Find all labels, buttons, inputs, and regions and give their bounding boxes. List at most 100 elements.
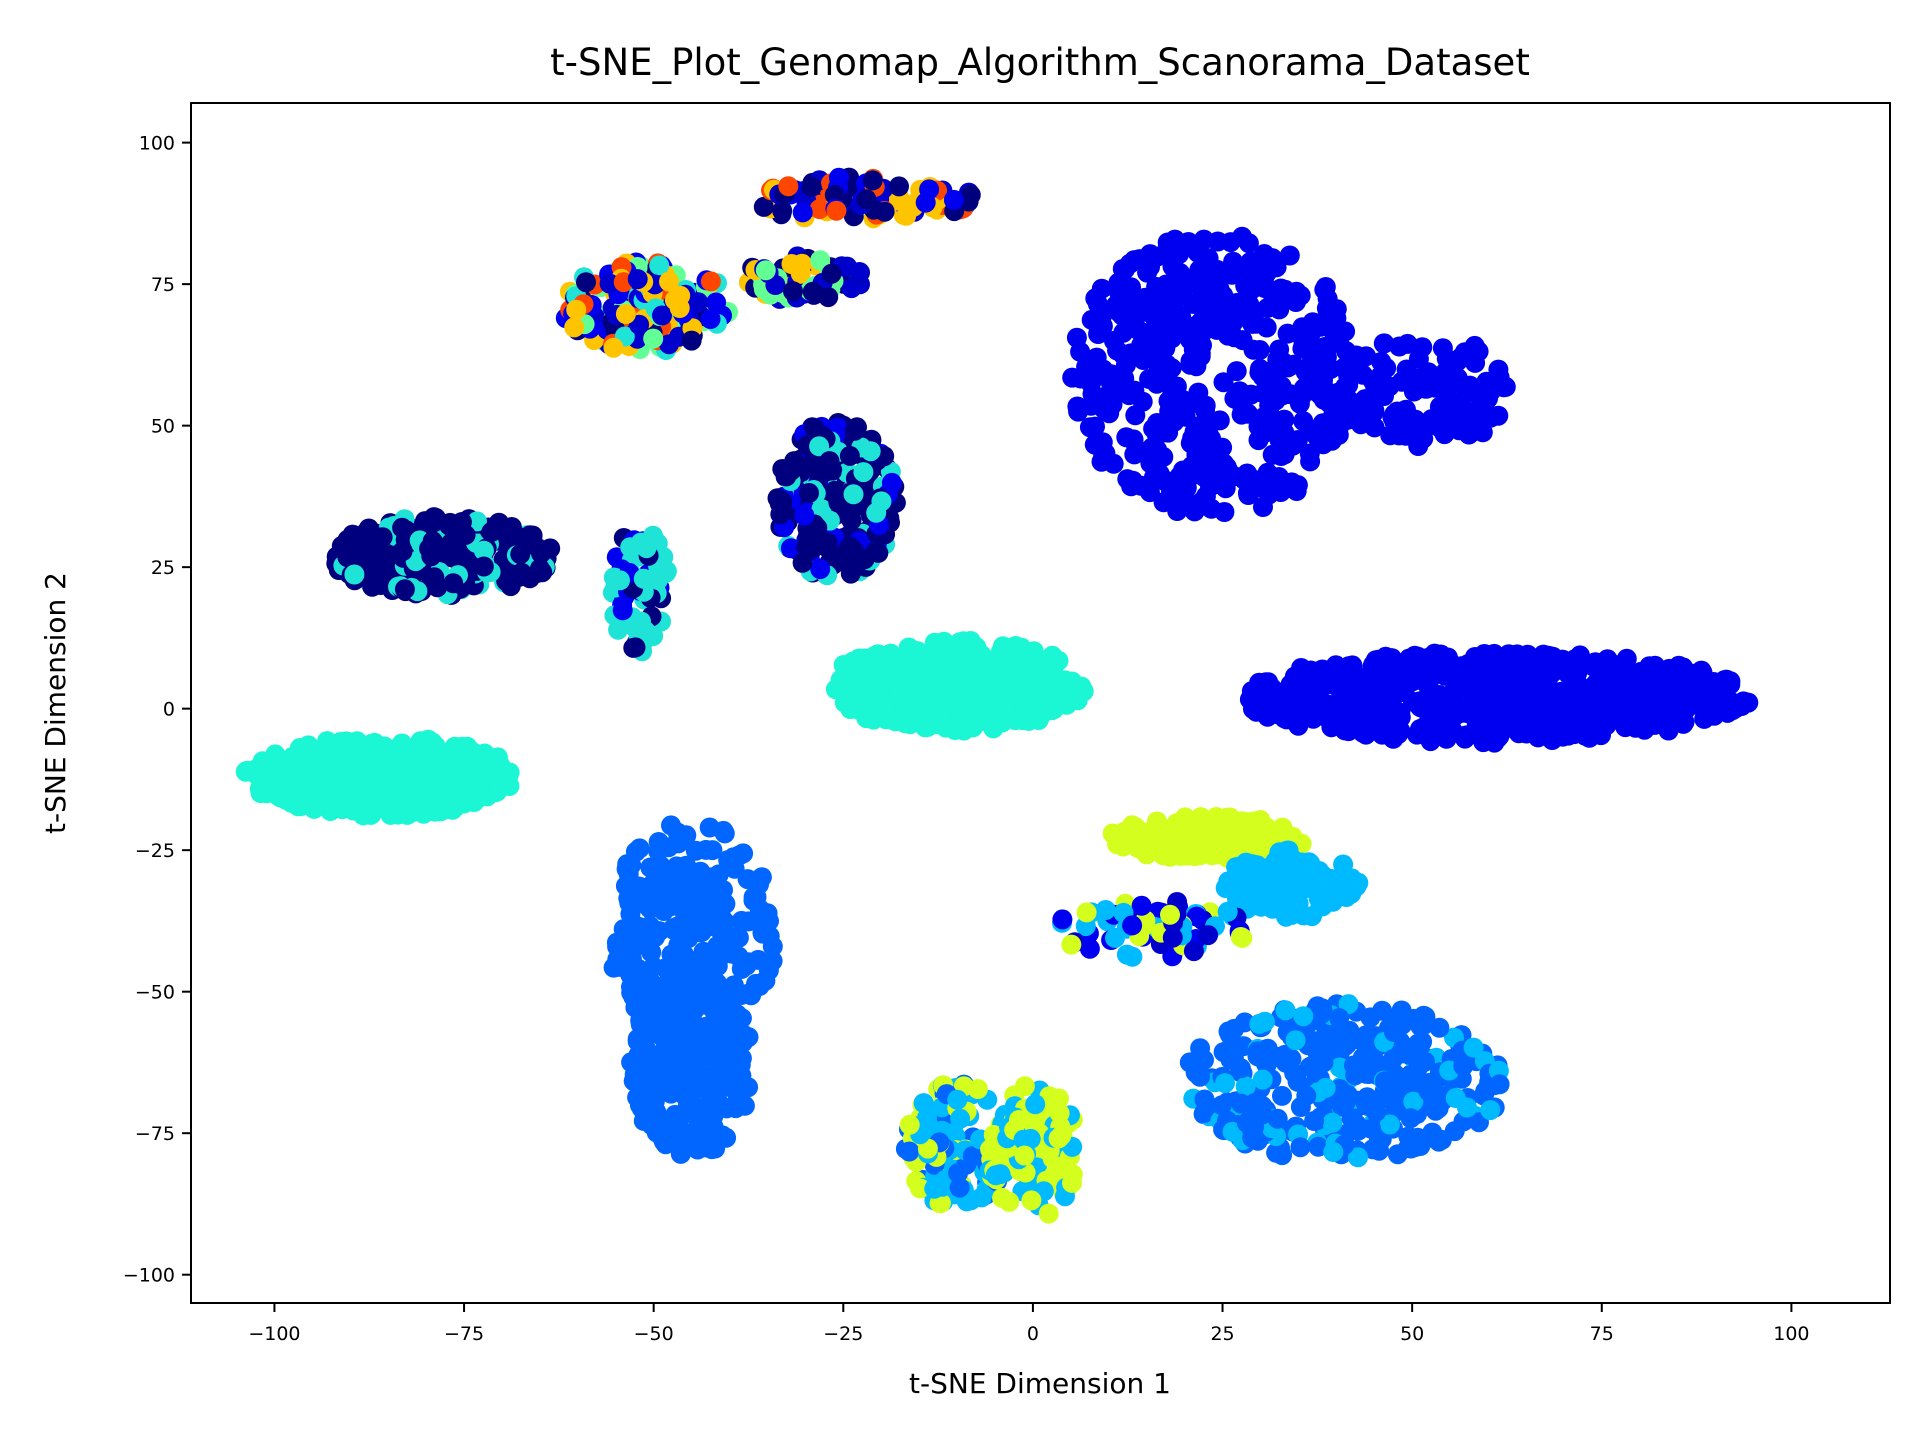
data-point <box>1183 941 1204 962</box>
data-point <box>749 976 770 996</box>
data-point <box>473 540 494 561</box>
data-point <box>1391 1000 1412 1021</box>
data-point <box>1288 715 1309 736</box>
data-point <box>331 789 352 810</box>
data-point <box>1447 351 1468 372</box>
data-point <box>1308 1136 1329 1157</box>
data-point <box>1323 1142 1344 1162</box>
data-point <box>1009 1110 1029 1130</box>
data-point <box>778 176 799 197</box>
data-point <box>1412 337 1433 358</box>
data-point <box>753 196 774 217</box>
data-point <box>1272 1085 1292 1106</box>
data-point <box>809 199 830 220</box>
data-point <box>531 543 551 564</box>
data-point <box>1285 292 1306 312</box>
data-point <box>1283 874 1304 895</box>
data-point <box>914 662 935 683</box>
data-point <box>738 911 759 932</box>
data-point <box>392 733 412 754</box>
data-point <box>529 558 550 579</box>
data-point <box>758 960 779 981</box>
data-point <box>1218 1021 1239 1042</box>
data-point <box>811 499 832 520</box>
data-point <box>681 330 702 351</box>
data-point <box>802 281 823 302</box>
data-point <box>667 916 688 937</box>
data-point <box>895 698 916 719</box>
data-point <box>659 334 679 355</box>
data-point <box>1357 404 1378 425</box>
data-point <box>576 272 596 293</box>
data-point <box>1299 1057 1320 1078</box>
data-point <box>996 665 1017 686</box>
data-point <box>1374 386 1394 406</box>
data-point <box>392 541 413 562</box>
data-point <box>1052 909 1073 930</box>
data-point <box>682 1041 703 1062</box>
data-point <box>1418 362 1439 383</box>
y-tick-label: −25 <box>135 840 175 862</box>
data-point <box>932 1176 953 1197</box>
data-point <box>759 926 780 947</box>
data-point <box>669 1004 690 1025</box>
data-point <box>1216 299 1237 320</box>
data-point <box>1445 1088 1466 1108</box>
x-axis-ticks: −100 −75 −50 −25 0 25 50 75 100 <box>248 1303 1810 1345</box>
data-point <box>962 1146 983 1167</box>
data-point <box>1460 668 1481 689</box>
data-point <box>1217 901 1238 922</box>
data-point <box>658 837 679 858</box>
data-point <box>1190 415 1211 436</box>
data-point <box>1275 1000 1296 1021</box>
data-point <box>1536 675 1557 696</box>
data-point <box>494 762 515 783</box>
data-point <box>1235 1076 1256 1097</box>
data-point <box>1393 409 1414 430</box>
data-point <box>1195 1101 1216 1122</box>
data-point <box>1021 1190 1042 1211</box>
data-point <box>1720 672 1740 693</box>
data-point <box>1424 643 1445 664</box>
data-point <box>473 753 494 774</box>
data-point <box>1292 685 1312 706</box>
data-point <box>1160 904 1180 925</box>
data-point <box>1234 305 1254 326</box>
data-point <box>627 269 648 290</box>
data-point <box>270 787 290 808</box>
data-point <box>784 451 805 472</box>
data-point <box>923 684 944 705</box>
data-point <box>628 916 648 937</box>
data-point <box>1014 1076 1035 1097</box>
data-point <box>640 994 661 1015</box>
data-point <box>289 738 310 758</box>
data-point <box>1082 383 1103 404</box>
data-point <box>1150 332 1171 353</box>
y-tick-label: −50 <box>135 982 175 1004</box>
data-point <box>1091 278 1112 299</box>
data-point <box>1108 291 1129 312</box>
data-point <box>792 552 813 573</box>
data-point <box>1149 467 1170 487</box>
y-tick-label: 100 <box>139 133 175 155</box>
data-point <box>370 766 391 787</box>
data-point <box>1606 660 1627 681</box>
data-point <box>1079 938 1100 959</box>
data-point <box>1251 818 1272 839</box>
data-point <box>1372 724 1393 745</box>
data-point <box>1101 364 1122 385</box>
data-point <box>856 189 877 210</box>
data-point <box>1429 404 1450 425</box>
data-point <box>610 570 630 591</box>
data-point <box>650 1114 671 1135</box>
data-point <box>678 975 699 996</box>
data-point <box>913 1093 934 1114</box>
data-point <box>1428 1098 1449 1119</box>
data-point <box>839 445 860 466</box>
data-point <box>332 734 353 755</box>
data-point <box>783 281 803 302</box>
data-point <box>1190 343 1211 364</box>
data-point <box>1403 1091 1424 1112</box>
data-point <box>1333 854 1354 875</box>
data-point <box>337 529 358 550</box>
